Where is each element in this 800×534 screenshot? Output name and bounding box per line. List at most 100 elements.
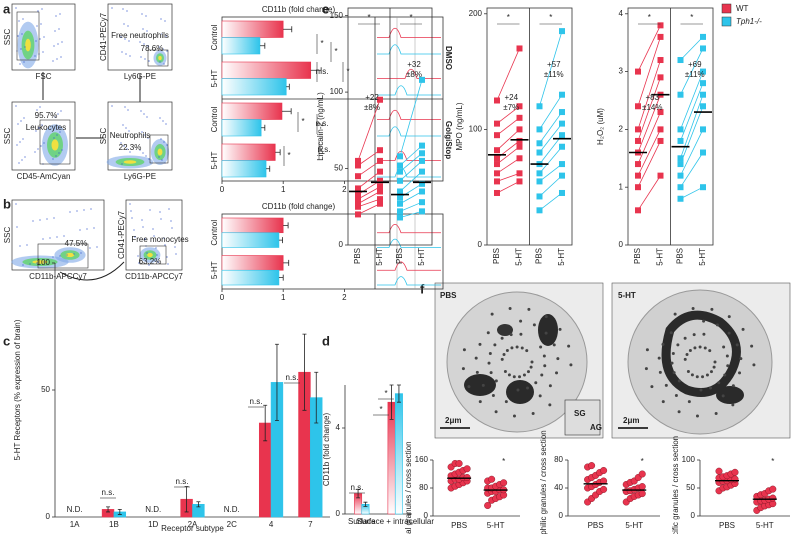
granule	[544, 331, 548, 335]
density	[147, 252, 153, 258]
gate	[149, 134, 169, 164]
point	[677, 184, 684, 191]
granule	[671, 351, 675, 355]
y-tick-label: 4	[336, 423, 341, 432]
granule	[489, 371, 493, 375]
event	[158, 156, 160, 158]
granule	[538, 394, 542, 398]
error-bar	[302, 333, 307, 411]
event	[22, 18, 24, 20]
granule	[507, 373, 511, 377]
point	[397, 177, 403, 184]
pair-line	[399, 201, 423, 212]
x-tick-label: 5-HT	[515, 248, 524, 266]
point	[516, 126, 523, 133]
chart-title: CD11b (fold change)	[262, 5, 336, 14]
event	[59, 255, 61, 257]
event	[126, 10, 128, 12]
change-label: +69	[688, 60, 702, 69]
event	[127, 25, 129, 27]
pair-line	[496, 172, 520, 182]
granule	[569, 363, 573, 367]
point	[419, 180, 425, 187]
error-bar	[314, 371, 319, 424]
event	[56, 58, 58, 60]
event	[80, 252, 82, 254]
event	[174, 246, 176, 248]
pair-line	[680, 129, 704, 176]
change-label: +22	[365, 93, 379, 102]
granule	[478, 400, 482, 404]
panel-label: a	[3, 1, 11, 16]
granule	[670, 361, 674, 365]
point	[397, 188, 403, 195]
event	[148, 264, 150, 266]
pair-line	[357, 198, 381, 208]
granule	[544, 315, 548, 319]
significance: *	[367, 13, 370, 22]
event	[60, 56, 62, 58]
event	[139, 149, 141, 151]
granule	[723, 373, 727, 377]
point	[638, 470, 646, 478]
gate-label: 78.6%	[141, 44, 164, 53]
y-tick-label: 100	[330, 87, 344, 96]
granule	[567, 344, 571, 348]
y-tick-label: 80	[419, 483, 428, 492]
event	[121, 163, 123, 165]
error-bar	[261, 124, 266, 131]
point	[419, 142, 425, 149]
x-tick-label: 1	[281, 185, 286, 194]
density	[157, 148, 163, 156]
event	[140, 56, 142, 58]
granule	[714, 412, 718, 416]
pair-line	[637, 25, 661, 72]
micrograph-5ht	[611, 282, 791, 439]
x-tick-label: 4	[269, 520, 274, 529]
event	[148, 60, 150, 62]
granule	[717, 381, 721, 385]
event	[86, 228, 88, 230]
error-bar	[278, 237, 283, 244]
pair-line	[637, 94, 661, 153]
bar	[221, 61, 312, 79]
event	[124, 38, 126, 40]
flow-xlabel: CD11b-APCCy7	[125, 272, 183, 281]
category-label: Control	[210, 24, 219, 50]
flow-xlabel: Ly6G-PE	[124, 72, 156, 81]
event	[38, 127, 40, 129]
event	[49, 237, 51, 239]
event	[96, 246, 98, 248]
event	[24, 46, 26, 48]
pair-line	[357, 191, 381, 205]
event	[164, 244, 166, 246]
point	[494, 170, 500, 177]
point	[377, 168, 383, 175]
error-bar	[117, 508, 122, 515]
pair-line	[680, 186, 704, 200]
bar	[221, 119, 262, 137]
point	[355, 162, 361, 169]
error-bar	[266, 165, 271, 172]
gate	[139, 245, 167, 265]
significance: n.s.	[316, 119, 329, 128]
event	[53, 45, 55, 47]
event	[127, 109, 129, 111]
point	[419, 208, 425, 215]
event	[21, 33, 23, 35]
point	[700, 184, 706, 191]
point	[488, 475, 496, 483]
event	[142, 152, 144, 154]
event	[140, 110, 142, 112]
pair-line	[399, 152, 423, 172]
bar	[221, 232, 280, 248]
granule	[709, 386, 713, 390]
y-axis-label: 5-HT Receptors (% expression of brain)	[13, 319, 22, 460]
density	[25, 38, 31, 52]
granule	[695, 414, 699, 418]
histogram	[377, 276, 441, 286]
y-tick-label: 150	[330, 11, 344, 20]
y-tick-label: 1	[619, 182, 624, 191]
point	[769, 494, 777, 502]
histogram	[377, 109, 441, 120]
